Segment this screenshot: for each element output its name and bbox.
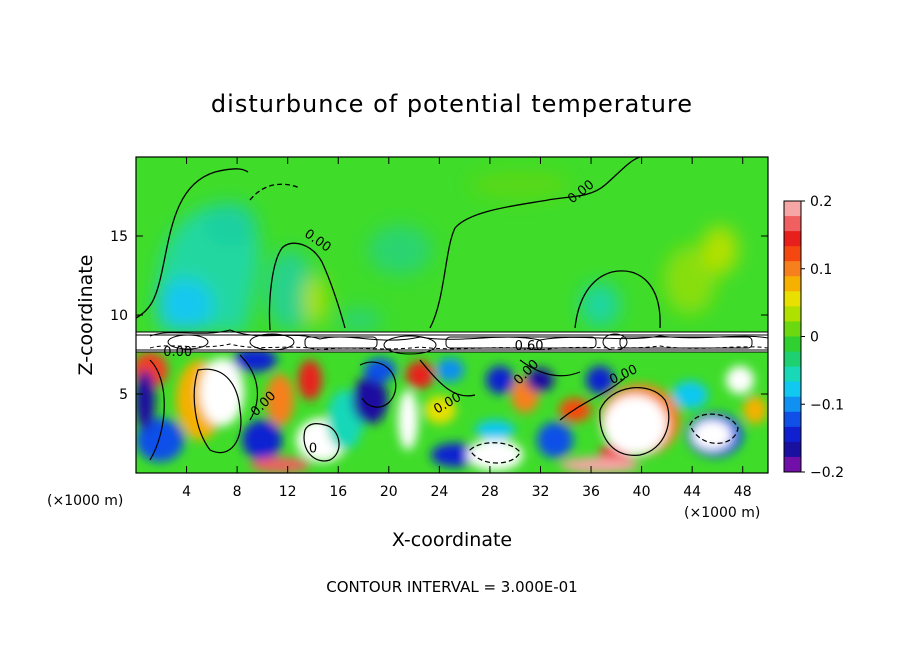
x-tick-label: 12 xyxy=(279,484,297,500)
colorbar-segment xyxy=(784,201,801,217)
colorbar-segment xyxy=(784,231,801,247)
x-tick-label: 4 xyxy=(182,484,191,500)
x-tick-label: 20 xyxy=(380,484,398,500)
colorbar-segment xyxy=(784,261,801,277)
x-tick-label: 24 xyxy=(430,484,448,500)
colorbar-segment xyxy=(784,396,801,413)
colorbar-tick-label: 0.2 xyxy=(810,194,832,210)
x-tick-label: 40 xyxy=(633,484,651,500)
colorbar-segment xyxy=(784,456,801,473)
colorbar-ticks: 0.2 0.1 0 −0.1 −0.2 xyxy=(801,194,844,481)
colorbar xyxy=(783,200,802,473)
y-tick-label: 5 xyxy=(119,387,128,403)
colorbar-segment xyxy=(784,426,801,443)
x-tick-label: 44 xyxy=(683,484,701,500)
colorbar-segment xyxy=(784,246,801,262)
contour-label: 0.60 xyxy=(515,339,544,354)
x-tick-label: 32 xyxy=(532,484,550,500)
colorbar-segment xyxy=(784,321,801,337)
colorbar-segment xyxy=(784,351,801,368)
colorbar-tick-label: 0 xyxy=(810,330,819,346)
colorbar-segment xyxy=(784,306,801,322)
colorbar-segment xyxy=(784,291,801,307)
colorbar-tick-label: −0.1 xyxy=(810,397,844,413)
colorbar-segment xyxy=(784,441,801,458)
colorbar-segment xyxy=(784,366,801,383)
colorbar-tick-label: 0.1 xyxy=(810,262,832,278)
colorbar-tick-label: −0.2 xyxy=(810,465,844,481)
x-axis-label: X-coordinate xyxy=(392,529,512,551)
x-axis: 4 8 12 16 20 24 28 32 36 40 44 48 xyxy=(182,157,752,500)
y-axis: 5 10 15 xyxy=(110,229,768,403)
x-tick-label: 8 xyxy=(233,484,242,500)
chart-title: disturbunce of potential temperature xyxy=(211,90,693,118)
x-tick-label: 16 xyxy=(329,484,347,500)
x-unit-right: (×1000 m) xyxy=(684,505,760,521)
x-tick-label: 48 xyxy=(734,484,752,500)
y-axis-label: Z-coordinate xyxy=(75,255,97,376)
y-tick-label: 10 xyxy=(110,308,128,324)
contour-interval-note: CONTOUR INTERVAL = 3.000E-01 xyxy=(326,578,577,596)
colorbar-segment xyxy=(784,276,801,292)
colorbar-segment xyxy=(784,336,801,353)
contour-label: 0.00 xyxy=(163,345,192,360)
colorbar-segment xyxy=(784,411,801,428)
colorbar-segment xyxy=(784,216,801,232)
plot-area xyxy=(136,157,768,473)
x-tick-label: 28 xyxy=(481,484,499,500)
x-unit-left: (×1000 m) xyxy=(47,493,123,509)
y-tick-label: 15 xyxy=(110,229,128,245)
colorbar-segment xyxy=(784,381,801,398)
contour-label: 0 xyxy=(309,441,317,456)
x-tick-label: 36 xyxy=(582,484,600,500)
